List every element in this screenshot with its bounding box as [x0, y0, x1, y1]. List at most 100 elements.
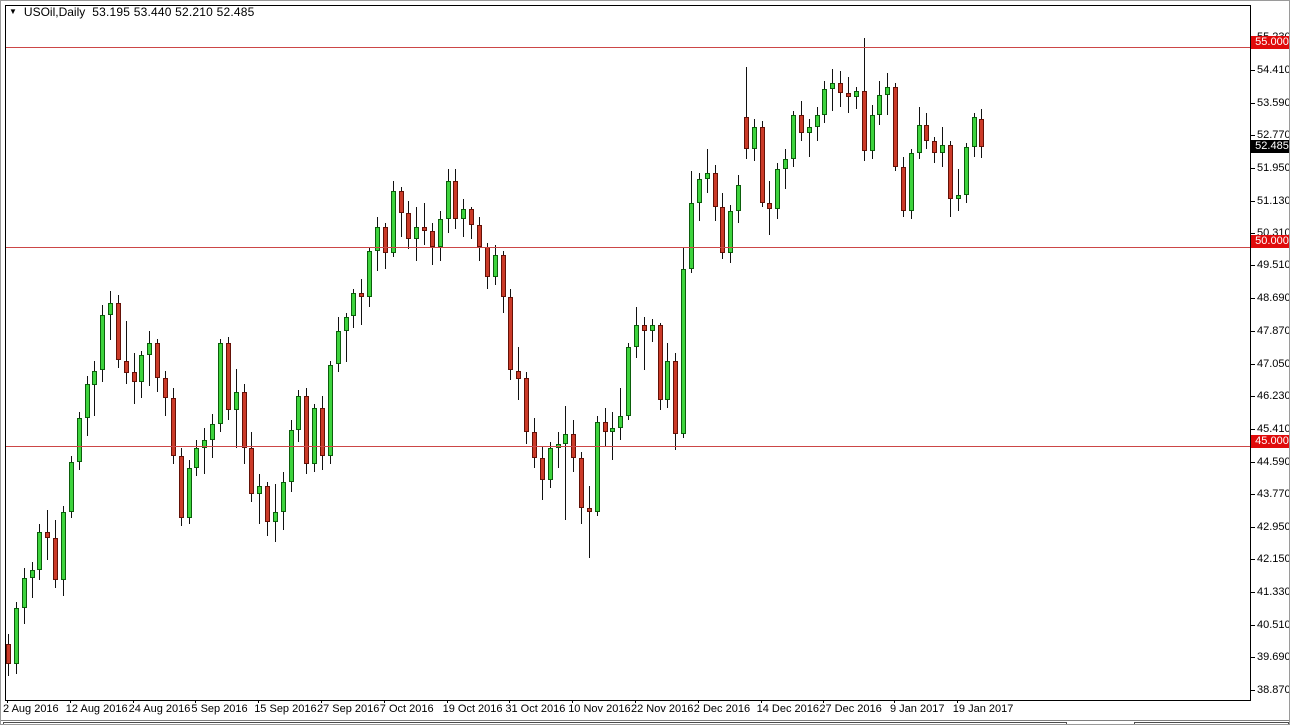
- candle-body: [320, 408, 325, 457]
- price-scale-tick: [1250, 396, 1255, 398]
- time-scale-tick: [383, 700, 385, 703]
- candle-body: [955, 194, 961, 199]
- price-scale-tick: [1250, 494, 1255, 496]
- price-scale-label: 44.590: [1257, 455, 1290, 468]
- candle-body: [257, 486, 263, 495]
- price-scale-tick: [1250, 363, 1255, 365]
- time-scale-tick: [572, 700, 574, 703]
- candle-body: [948, 145, 953, 199]
- horizontal-level-line[interactable]: [6, 446, 1250, 448]
- candle-wick: [957, 168, 959, 211]
- candle-body: [924, 125, 930, 141]
- candle-body: [241, 392, 247, 449]
- horizontal-level-line[interactable]: [6, 47, 1250, 49]
- time-scale-tick: [823, 700, 825, 703]
- time-scale-label: 12 Aug 2016: [65, 703, 128, 715]
- candle-body: [280, 482, 286, 513]
- price-scale-label: 45.410: [1257, 422, 1290, 435]
- candle-body: [736, 184, 741, 211]
- candle-body: [461, 208, 467, 219]
- candle-body: [233, 392, 239, 411]
- candle-body: [830, 83, 836, 90]
- candle-body: [979, 119, 985, 148]
- candle-wick: [643, 316, 645, 371]
- candle-wick: [832, 69, 834, 111]
- candle-body: [798, 115, 804, 133]
- candle-body: [579, 458, 584, 509]
- time-scale-tick: [195, 700, 197, 703]
- candle-body: [351, 292, 357, 317]
- candle-body: [602, 422, 608, 433]
- ohlc-collapse-triangle-icon[interactable]: ▼: [9, 7, 17, 16]
- level-price-tag: 50.000: [1251, 235, 1289, 249]
- candle-body: [869, 115, 875, 151]
- candle-body: [210, 424, 216, 441]
- candle-body: [853, 91, 859, 98]
- price-scale-label: 47.050: [1257, 357, 1290, 370]
- price-scale-label: 46.230: [1257, 390, 1290, 403]
- time-scale-label: 19 Jan 2017: [952, 703, 1014, 715]
- candle-body: [429, 230, 435, 247]
- candle-body: [367, 250, 373, 297]
- candle-body: [657, 324, 663, 401]
- candle-body: [681, 268, 687, 435]
- background-window-top-edge[interactable]: [3, 722, 1067, 724]
- candle-body: [437, 218, 443, 247]
- candle-body: [84, 384, 90, 419]
- candle-body: [390, 190, 396, 253]
- candle-body: [586, 508, 592, 513]
- price-scale-label: 54.410: [1257, 63, 1290, 76]
- candle-wick: [855, 87, 857, 110]
- candle-body: [743, 117, 749, 149]
- candle-body: [963, 147, 969, 195]
- time-scale-label: 9 Jan 2017: [890, 703, 945, 715]
- price-scale-label: 53.590: [1257, 96, 1290, 109]
- price-scale[interactable]: 55.00050.00045.00055.23054.41053.59052.7…: [1250, 5, 1290, 699]
- price-scale-tick: [1250, 265, 1255, 267]
- price-chart-plot[interactable]: [5, 5, 1251, 701]
- candle-body: [634, 324, 639, 347]
- background-window-top-edge[interactable]: [1134, 722, 1289, 724]
- time-scale-tick: [697, 700, 699, 703]
- candle-body: [932, 141, 938, 153]
- candle-body: [45, 532, 51, 539]
- candle-wick: [706, 148, 708, 193]
- candle-body: [531, 432, 537, 459]
- candle-body: [217, 342, 223, 425]
- candle-body: [751, 127, 757, 149]
- candle-body: [6, 643, 11, 664]
- candle-body: [822, 89, 828, 115]
- candle-body: [877, 95, 883, 116]
- candle-body: [492, 254, 498, 277]
- candle-body: [139, 354, 145, 383]
- time-scale-label: 24 Aug 2016: [128, 703, 191, 715]
- candle-body: [13, 607, 19, 664]
- symbol-period-label: USOil,Daily: [23, 5, 86, 19]
- candle-body: [37, 532, 43, 570]
- candle-wick: [557, 432, 559, 469]
- candle-body: [422, 226, 427, 231]
- candle-wick: [808, 119, 810, 157]
- candle-body: [398, 190, 404, 213]
- candle-body: [131, 372, 137, 383]
- candle-body: [484, 246, 490, 277]
- horizontal-level-line[interactable]: [6, 246, 1250, 248]
- candle-body: [108, 302, 113, 315]
- candle-body: [571, 434, 577, 459]
- time-scale-label: 10 Nov 2016: [568, 703, 631, 715]
- time-scale-label: 27 Sep 2016: [317, 703, 380, 715]
- candle-body: [885, 87, 891, 96]
- window-bottom-divider: [1, 720, 1289, 721]
- candle-wick: [259, 474, 261, 525]
- candle-wick: [588, 486, 590, 558]
- candle-wick: [94, 360, 96, 417]
- candle-body: [759, 127, 765, 203]
- candle-body: [76, 418, 82, 463]
- candle-body: [500, 254, 506, 297]
- price-scale-tick: [1250, 167, 1255, 169]
- candle-body: [155, 342, 161, 379]
- price-scale-label: 39.690: [1257, 651, 1290, 664]
- candle-body: [296, 396, 302, 431]
- time-scale[interactable]: 2 Aug 2016 12 Aug 2016 24 Aug 2016 5 Sep 20…: [3, 700, 1251, 718]
- time-scale-label: 5 Sep 2016: [191, 703, 248, 715]
